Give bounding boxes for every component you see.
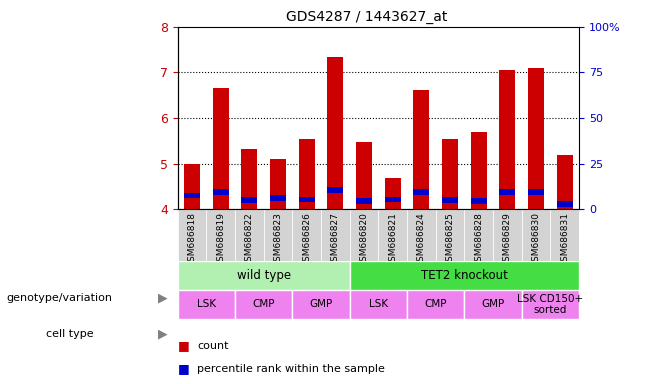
- Text: GSM686830: GSM686830: [532, 212, 540, 267]
- Text: TET2 knockout: TET2 knockout: [421, 269, 508, 282]
- Text: GSM686826: GSM686826: [302, 212, 311, 267]
- Bar: [528, 189, 544, 195]
- Bar: [557, 156, 572, 209]
- Text: GSM686821: GSM686821: [388, 212, 397, 267]
- Bar: [522, 209, 550, 262]
- Bar: [207, 209, 235, 262]
- Text: GSM686828: GSM686828: [474, 212, 483, 267]
- Bar: [328, 187, 343, 193]
- Bar: [349, 209, 378, 262]
- Text: count: count: [197, 341, 229, 351]
- Text: GSM686822: GSM686822: [245, 212, 254, 266]
- Bar: [178, 262, 349, 290]
- Bar: [499, 189, 515, 195]
- Text: GMP: GMP: [482, 300, 505, 310]
- Bar: [493, 209, 522, 262]
- Bar: [528, 68, 544, 209]
- Bar: [235, 209, 264, 262]
- Bar: [328, 58, 343, 209]
- Bar: [241, 149, 257, 209]
- Bar: [499, 70, 515, 209]
- Bar: [436, 209, 465, 262]
- Text: LSK CD150+
sorted: LSK CD150+ sorted: [517, 294, 584, 315]
- Text: ■: ■: [178, 339, 190, 352]
- Bar: [356, 199, 372, 204]
- Bar: [264, 209, 292, 262]
- Bar: [385, 197, 401, 202]
- Text: LSK: LSK: [197, 300, 216, 310]
- Text: GSM686819: GSM686819: [216, 212, 225, 267]
- Text: LSK: LSK: [368, 300, 388, 310]
- Bar: [413, 90, 429, 209]
- Bar: [292, 290, 349, 319]
- Bar: [292, 209, 321, 262]
- Text: GSM686824: GSM686824: [417, 212, 426, 266]
- Bar: [442, 197, 458, 203]
- Bar: [356, 142, 372, 209]
- Bar: [178, 290, 235, 319]
- Bar: [213, 88, 228, 209]
- Bar: [299, 197, 315, 202]
- Text: genotype/variation: genotype/variation: [7, 293, 113, 303]
- Text: percentile rank within the sample: percentile rank within the sample: [197, 364, 386, 374]
- Bar: [465, 209, 493, 262]
- Bar: [550, 209, 579, 262]
- Bar: [471, 199, 486, 204]
- Text: GSM686829: GSM686829: [503, 212, 512, 267]
- Text: GMP: GMP: [309, 300, 333, 310]
- Bar: [465, 290, 522, 319]
- Bar: [213, 189, 228, 195]
- Text: CMP: CMP: [424, 300, 447, 310]
- Text: wild type: wild type: [237, 269, 291, 282]
- Bar: [349, 290, 407, 319]
- Text: ■: ■: [178, 362, 190, 375]
- Bar: [522, 290, 579, 319]
- Bar: [471, 132, 486, 209]
- Text: GSM686831: GSM686831: [560, 212, 569, 267]
- Bar: [557, 201, 572, 207]
- Bar: [349, 262, 579, 290]
- Text: GSM686827: GSM686827: [331, 212, 340, 267]
- Bar: [184, 193, 200, 199]
- Text: GSM686820: GSM686820: [359, 212, 368, 267]
- Title: GDS4287 / 1443627_at: GDS4287 / 1443627_at: [286, 10, 447, 25]
- Bar: [407, 209, 436, 262]
- Bar: [413, 189, 429, 195]
- Text: GSM686818: GSM686818: [188, 212, 197, 267]
- Bar: [178, 209, 207, 262]
- Text: CMP: CMP: [253, 300, 275, 310]
- Bar: [385, 178, 401, 209]
- Text: GSM686825: GSM686825: [445, 212, 455, 267]
- Bar: [299, 139, 315, 209]
- Bar: [378, 209, 407, 262]
- Text: GSM686823: GSM686823: [274, 212, 282, 267]
- Bar: [270, 195, 286, 200]
- Bar: [241, 197, 257, 203]
- Bar: [235, 290, 292, 319]
- Bar: [184, 164, 200, 209]
- Bar: [321, 209, 349, 262]
- Bar: [442, 139, 458, 209]
- Bar: [270, 159, 286, 209]
- Bar: [407, 290, 465, 319]
- Text: cell type: cell type: [46, 329, 93, 339]
- Text: ▶: ▶: [158, 328, 168, 341]
- Text: ▶: ▶: [158, 291, 168, 304]
